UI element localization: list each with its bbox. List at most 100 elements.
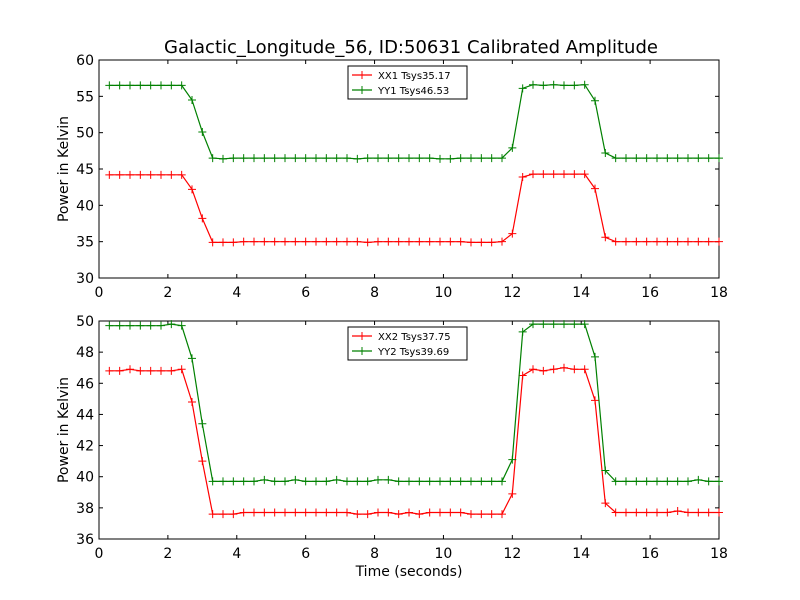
data-point (219, 510, 227, 519)
data-point (301, 477, 310, 486)
data-point (498, 510, 506, 519)
y-tick-label: 46 (76, 376, 94, 392)
data-point (177, 81, 186, 90)
data-point (642, 154, 651, 163)
data-point (157, 81, 165, 90)
data-point (580, 80, 589, 89)
legend-entry: YY1 Tsys46.53 (377, 86, 449, 97)
data-point (518, 371, 527, 380)
data-point (219, 154, 227, 163)
data-point (704, 154, 713, 163)
data-point (260, 237, 269, 246)
data-point (208, 238, 217, 247)
y-tick-label: 44 (76, 407, 94, 423)
data-point (105, 321, 114, 330)
data-point (177, 321, 186, 330)
data-point (198, 127, 207, 136)
x-tick-label: 14 (572, 546, 590, 562)
data-point (312, 477, 320, 486)
data-point (704, 477, 713, 486)
data-point (291, 154, 300, 163)
data-point (312, 154, 320, 163)
data-point (374, 475, 382, 484)
data-point (539, 170, 548, 179)
data-point (188, 95, 196, 104)
x-tick-label: 8 (370, 546, 379, 562)
data-point (363, 510, 372, 519)
data-point (105, 366, 114, 375)
data-point (136, 81, 145, 90)
figure-title: Galactic_Longitude_56, ID:50631 Calibrat… (164, 37, 658, 58)
data-point (250, 508, 258, 517)
data-point (508, 229, 517, 238)
data-point (518, 84, 527, 93)
data-point (560, 320, 568, 329)
data-point (549, 170, 558, 179)
data-point (415, 154, 424, 163)
data-point (560, 363, 568, 372)
data-point (146, 321, 155, 330)
data-point (239, 237, 248, 246)
data-point (477, 477, 486, 486)
data-point (219, 477, 227, 486)
data-point (704, 237, 713, 246)
data-point (663, 237, 672, 246)
data-point (456, 237, 465, 246)
data-point (704, 508, 713, 517)
data-point (363, 154, 372, 163)
legend-entry: XX2 Tsys37.75 (378, 332, 451, 343)
data-point (477, 154, 486, 163)
data-point (270, 237, 279, 246)
data-point (425, 154, 434, 163)
data-point (394, 154, 403, 163)
data-point (105, 170, 114, 179)
data-point (415, 510, 424, 519)
data-point (312, 237, 320, 246)
data-point (115, 321, 124, 330)
data-point (239, 508, 248, 517)
data-point (167, 81, 176, 90)
data-point (146, 366, 155, 375)
data-point (343, 154, 351, 163)
data-point (467, 477, 475, 486)
data-point (146, 81, 155, 90)
data-point (198, 457, 207, 466)
data-point (332, 508, 341, 517)
data-point (684, 237, 692, 246)
data-point (498, 477, 506, 486)
data-point (250, 477, 258, 486)
data-point (126, 365, 134, 374)
y-tick-label: 45 (76, 162, 94, 178)
data-point (322, 154, 331, 163)
legend-box (347, 65, 468, 100)
legend: XX2 Tsys37.75 YY2 Tsys39.69 (347, 326, 468, 361)
data-point (167, 320, 176, 329)
data-point (653, 508, 661, 517)
x-tick-label: 2 (163, 285, 172, 301)
data-point (291, 508, 300, 517)
data-point (177, 170, 186, 179)
data-point (229, 238, 238, 247)
data-point (260, 475, 269, 484)
y-tick-label: 42 (76, 439, 94, 455)
data-point (229, 477, 238, 486)
data-point (673, 237, 682, 246)
data-point (301, 508, 310, 517)
x-tick-label: 10 (435, 285, 453, 301)
data-point (622, 477, 630, 486)
data-point (270, 154, 279, 163)
data-point (353, 237, 362, 246)
data-point (529, 170, 537, 179)
data-point (291, 475, 300, 484)
data-point (684, 477, 692, 486)
data-point (601, 499, 610, 508)
data-point (642, 508, 651, 517)
data-point (126, 321, 134, 330)
data-point (136, 366, 145, 375)
y-axis-label: Power in Kelvin (56, 116, 72, 222)
data-point (487, 238, 496, 247)
data-point (115, 170, 124, 179)
chart-panel-1: 0 2 4 6 8 10 12 14 16 18 30 35 40 45 50 55 60 Power in Ke… (56, 53, 728, 301)
